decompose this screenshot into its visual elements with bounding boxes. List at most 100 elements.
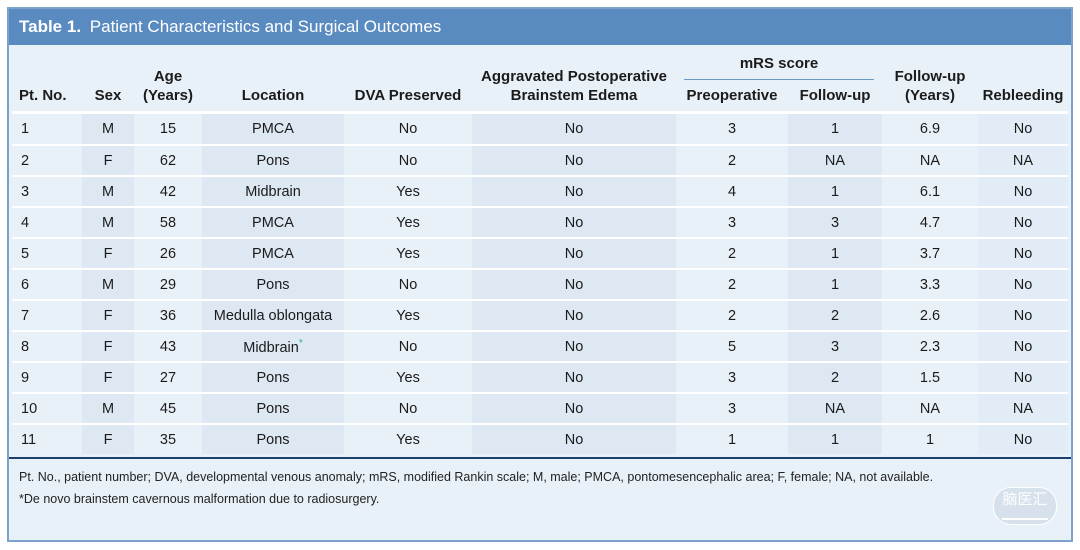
cell-mrs-followup: 3 [788,330,882,362]
cell-followup-years: 2.3 [882,330,978,362]
cell-location: Pons [202,361,344,393]
cell-dva-preserved: Yes [344,361,472,393]
cell-followup-years: 1 [882,423,978,454]
cell-location: Medulla oblongata [202,299,344,331]
table-row: 4 M 58 PMCA Yes No 3 3 4.7 No [12,206,1068,238]
cell-pt-no-text: 5 [21,245,30,262]
cell-mrs-followup-text: NA [824,400,846,417]
cell-rebleeding: No [978,175,1068,207]
header-followup: Follow-up [788,86,882,114]
cell-mrs-followup-text: NA [824,152,846,169]
header-preoperative: Preoperative [676,86,788,114]
cell-location-text: Midbrain [243,339,299,356]
cell-rebleeding: No [978,111,1068,145]
cell-dva-preserved: Yes [344,423,472,454]
table-row: 10 M 45 Pons No No 3 NA NA NA [12,392,1068,424]
cell-location: Pons [202,268,344,300]
cell-location-text: PMCA [252,214,294,231]
table-row: 8 F 43 Midbrain* No No 5 3 2.3 No [12,330,1068,362]
cell-age-text: 15 [159,121,177,137]
cell-age: 29 [134,268,202,300]
cell-location-text: Pons [256,152,290,169]
header-edema: Aggravated Postoperative Brainstem Edema [472,50,676,113]
cell-mrs-preoperative: 5 [676,330,788,362]
cell-sex: F [82,299,134,331]
cell-pt-no-text: 4 [21,214,30,231]
cell-pt-no: 6 [12,268,82,300]
cell-followup-years-text: NA [919,400,941,417]
cell-location: PMCA [202,237,344,269]
cell-pt-no: 9 [12,361,82,393]
cell-age: 15 [134,111,202,145]
cell-followup-years-text: 2.6 [919,307,941,324]
cell-pt-no: 10 [12,392,82,424]
cell-mrs-preoperative-text: 5 [727,338,737,355]
cell-mrs-followup: 1 [788,268,882,300]
cell-pt-no: 7 [12,299,82,331]
cell-dva-preserved: Yes [344,206,472,238]
cell-edema: No [472,361,676,393]
cell-mrs-preoperative: 2 [676,268,788,300]
header-rebleeding: Rebleeding [982,87,1064,104]
cell-rebleeding-text: No [1013,214,1033,231]
cell-pt-no: 1 [12,111,82,145]
cell-pt-no-text: 2 [21,152,30,169]
header-dva: DVA Preserved [354,87,462,104]
cell-edema-text: No [564,121,584,137]
table-label: Table 1. [19,17,82,36]
cell-sex-text: F [103,431,113,448]
cell-followup-years-text: NA [919,152,941,169]
cell-rebleeding: No [978,423,1068,454]
cell-rebleeding-text: No [1013,183,1033,200]
cell-age-text: 36 [159,307,177,324]
cell-pt-no-text: 8 [21,338,30,355]
cell-mrs-preoperative-text: 1 [727,431,737,448]
cell-edema-text: No [564,431,584,448]
cell-edema: No [472,206,676,238]
cell-location-text: PMCA [252,121,294,137]
cell-mrs-followup: 1 [788,423,882,454]
cell-rebleeding: NA [978,144,1068,176]
cell-followup-years: NA [882,144,978,176]
cell-edema: No [472,111,676,145]
cell-sex: F [82,237,134,269]
cell-mrs-followup-text: 2 [830,307,840,324]
cell-mrs-followup: 1 [788,175,882,207]
cell-age-text: 42 [159,183,177,200]
cell-mrs-preoperative-text: 2 [727,245,737,262]
cell-pt-no-text: 3 [21,183,30,200]
cell-pt-no-text: 7 [21,307,30,324]
table-row: 6 M 29 Pons No No 2 1 3.3 No [12,268,1068,300]
cell-followup-years: 4.7 [882,206,978,238]
cell-mrs-preoperative-text: 4 [727,183,737,200]
header-age-line2: (Years) [142,87,194,104]
cell-pt-no: 3 [12,175,82,207]
header-fu-years-line2: (Years) [904,87,956,104]
cell-mrs-followup-text: 2 [830,369,840,386]
cell-rebleeding-text: No [1013,245,1033,262]
cell-rebleeding-text: No [1013,276,1033,293]
watermark-logo: 脑医汇 [993,487,1057,525]
header-age-line1: Age [153,68,183,85]
cell-mrs-followup-text: 1 [830,431,840,448]
cell-followup-years-text: 3.3 [919,276,941,293]
cell-edema-text: No [564,400,584,417]
cell-mrs-followup: 3 [788,206,882,238]
cell-age-text: 58 [159,214,177,231]
cell-followup-years: 6.1 [882,175,978,207]
footnote-marker: * [298,337,303,349]
cell-mrs-followup-text: 3 [830,214,840,231]
cell-pt-no-text: 9 [21,369,30,386]
cell-edema-text: No [564,369,584,386]
cell-followup-years-text: 2.3 [919,338,941,355]
cell-sex-text: M [101,214,115,231]
cell-age-text: 43 [159,338,177,355]
cell-location-text: Medulla oblongata [213,307,333,324]
cell-dva-preserved-text: No [398,152,418,169]
cell-edema-text: No [564,183,584,200]
cell-rebleeding: No [978,237,1068,269]
cell-mrs-followup-text: 1 [830,276,840,293]
cell-age-text: 29 [159,276,177,293]
cell-age-text: 26 [159,245,177,262]
cell-location-text: Midbrain [245,183,301,200]
